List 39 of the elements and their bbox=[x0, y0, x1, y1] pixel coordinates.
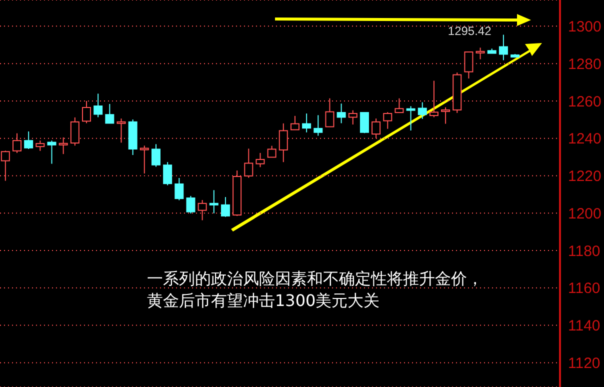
y-tick-label: 1220 bbox=[568, 168, 602, 186]
candlestick bbox=[348, 110, 358, 126]
y-tick-label: 1300 bbox=[568, 18, 602, 36]
y-tick-label: 1200 bbox=[568, 205, 602, 222]
candlestick bbox=[256, 152, 265, 168]
candlestick bbox=[476, 47, 485, 60]
candlestick bbox=[464, 51, 474, 80]
y-tick-label: 1160 bbox=[568, 280, 600, 298]
candlestick bbox=[47, 140, 56, 164]
candlestick bbox=[383, 112, 392, 130]
candlestick bbox=[105, 103, 114, 124]
candlestick bbox=[186, 195, 196, 214]
candlestick bbox=[267, 145, 276, 158]
candlestick bbox=[209, 190, 218, 214]
candlestick bbox=[360, 112, 369, 134]
candlestick bbox=[220, 196, 230, 218]
candlestick bbox=[336, 103, 346, 124]
candlestick bbox=[406, 106, 416, 131]
y-tick-label: 1260 bbox=[568, 93, 602, 110]
annotation: 一系列的政治风险因素和不确定性将推升金价， bbox=[147, 268, 483, 290]
y-tick-label: 1140 bbox=[568, 318, 600, 335]
candlestick bbox=[498, 34, 508, 61]
candlestick bbox=[244, 148, 254, 178]
y-tick-label: 1240 bbox=[568, 130, 602, 148]
candlestick bbox=[302, 112, 312, 133]
candlestick bbox=[151, 144, 160, 168]
y-tick-label: 1280 bbox=[568, 56, 602, 73]
candlestick bbox=[314, 114, 323, 136]
candlestick bbox=[94, 93, 103, 118]
annotation: 黄金后市有望冲击1300美元大关 bbox=[147, 290, 381, 312]
candlestick bbox=[174, 177, 184, 201]
candlestick bbox=[163, 162, 172, 186]
candlestick bbox=[441, 106, 450, 124]
candlestick bbox=[418, 102, 427, 120]
y-tick-label: 1180 bbox=[568, 242, 600, 260]
candlestick bbox=[24, 130, 34, 150]
candlestick bbox=[290, 115, 300, 130]
y-tick-label: 1120 bbox=[568, 355, 600, 372]
annotation: 1295.42 bbox=[448, 24, 492, 38]
